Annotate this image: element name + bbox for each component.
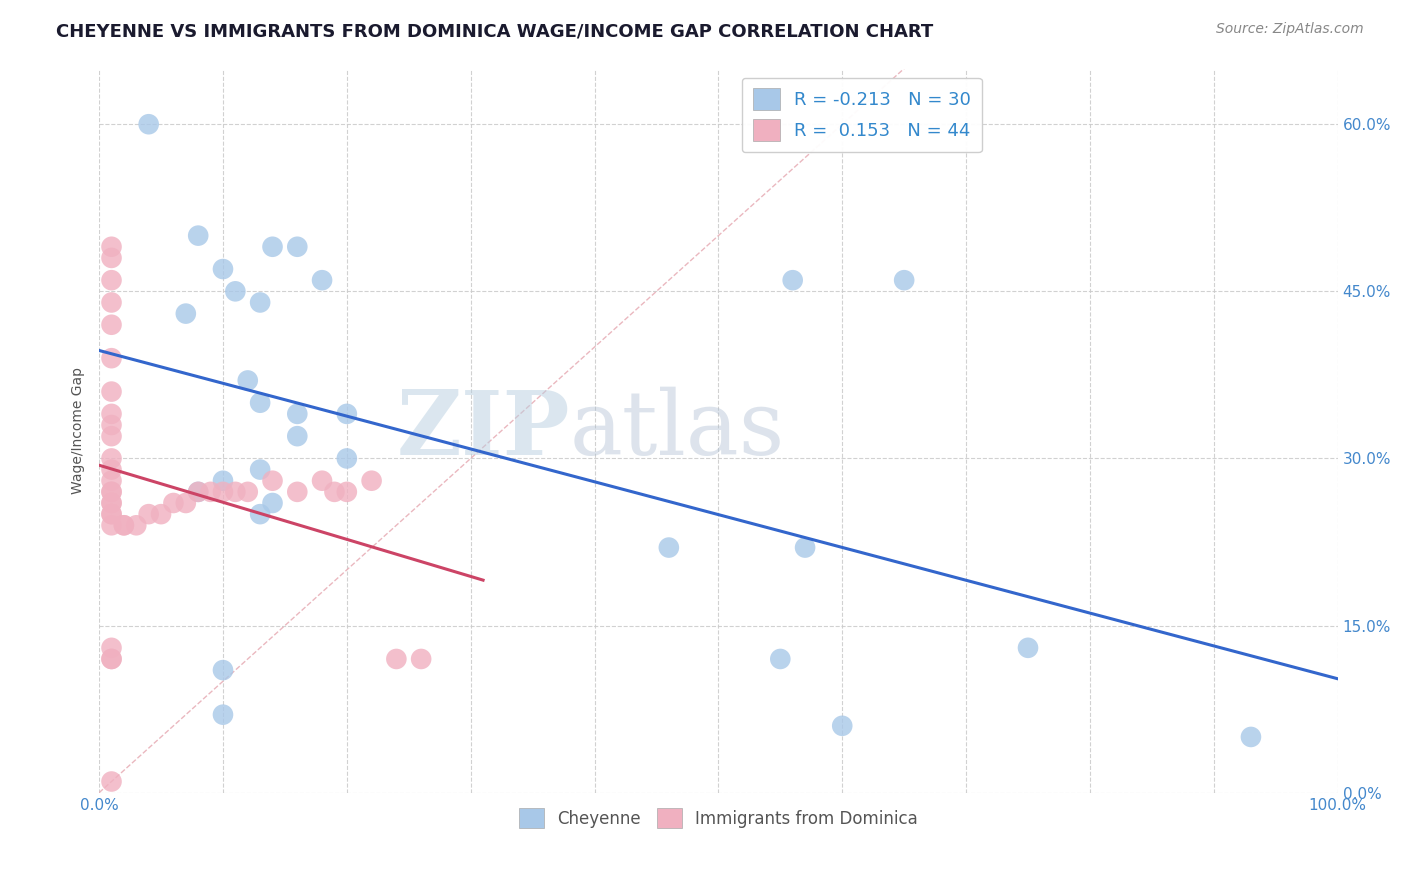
Point — [162, 496, 184, 510]
Point — [831, 719, 853, 733]
Point — [187, 228, 209, 243]
Point — [249, 295, 271, 310]
Point — [360, 474, 382, 488]
Point — [100, 496, 122, 510]
Point — [100, 652, 122, 666]
Legend: Cheyenne, Immigrants from Dominica: Cheyenne, Immigrants from Dominica — [512, 801, 925, 835]
Text: ZIP: ZIP — [396, 387, 569, 474]
Point — [411, 652, 433, 666]
Point — [262, 496, 284, 510]
Point — [100, 240, 122, 254]
Point — [174, 496, 197, 510]
Point — [236, 484, 259, 499]
Point — [100, 429, 122, 443]
Point — [794, 541, 817, 555]
Point — [100, 462, 122, 476]
Point — [336, 407, 359, 421]
Point — [100, 351, 122, 366]
Point — [150, 507, 173, 521]
Point — [311, 273, 333, 287]
Point — [385, 652, 408, 666]
Point — [138, 507, 160, 521]
Point — [187, 484, 209, 499]
Point — [100, 407, 122, 421]
Point — [100, 484, 122, 499]
Text: atlas: atlas — [569, 387, 785, 475]
Y-axis label: Wage/Income Gap: Wage/Income Gap — [72, 368, 86, 494]
Point — [893, 273, 915, 287]
Point — [285, 484, 308, 499]
Point — [311, 474, 333, 488]
Point — [125, 518, 148, 533]
Point — [212, 707, 235, 722]
Point — [200, 484, 222, 499]
Point — [249, 395, 271, 409]
Point — [212, 663, 235, 677]
Point — [100, 451, 122, 466]
Point — [100, 384, 122, 399]
Point — [138, 117, 160, 131]
Point — [224, 484, 246, 499]
Point — [769, 652, 792, 666]
Point — [236, 374, 259, 388]
Point — [100, 496, 122, 510]
Point — [100, 295, 122, 310]
Point — [100, 507, 122, 521]
Point — [262, 474, 284, 488]
Point — [100, 507, 122, 521]
Point — [285, 240, 308, 254]
Point — [112, 518, 135, 533]
Point — [285, 429, 308, 443]
Point — [285, 407, 308, 421]
Point — [262, 240, 284, 254]
Point — [658, 541, 681, 555]
Point — [212, 474, 235, 488]
Point — [224, 285, 246, 299]
Point — [174, 307, 197, 321]
Text: CHEYENNE VS IMMIGRANTS FROM DOMINICA WAGE/INCOME GAP CORRELATION CHART: CHEYENNE VS IMMIGRANTS FROM DOMINICA WAG… — [56, 22, 934, 40]
Point — [100, 640, 122, 655]
Point — [100, 318, 122, 332]
Point — [100, 417, 122, 432]
Point — [336, 451, 359, 466]
Point — [187, 484, 209, 499]
Text: Source: ZipAtlas.com: Source: ZipAtlas.com — [1216, 22, 1364, 37]
Point — [112, 518, 135, 533]
Point — [249, 507, 271, 521]
Point — [1017, 640, 1039, 655]
Point — [782, 273, 804, 287]
Point — [100, 518, 122, 533]
Point — [100, 652, 122, 666]
Point — [212, 262, 235, 277]
Point — [336, 484, 359, 499]
Point — [323, 484, 346, 499]
Point — [249, 462, 271, 476]
Point — [100, 484, 122, 499]
Point — [212, 484, 235, 499]
Point — [100, 774, 122, 789]
Point — [1240, 730, 1263, 744]
Point — [100, 474, 122, 488]
Point — [100, 251, 122, 265]
Point — [100, 273, 122, 287]
